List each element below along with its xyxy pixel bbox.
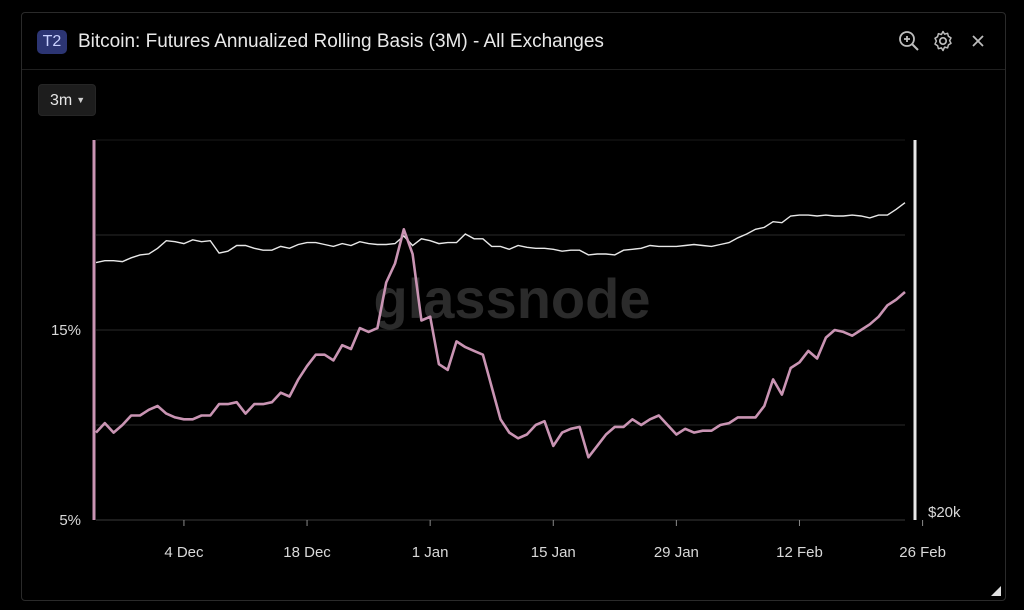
x-tick-label: 18 Dec xyxy=(283,544,331,561)
x-tick-label: 15 Jan xyxy=(531,544,576,561)
time-range-label: 3m xyxy=(50,92,73,109)
gridlines xyxy=(96,139,905,426)
series-line-price xyxy=(95,202,906,264)
time-range-selector[interactable]: 3m ▼ xyxy=(38,84,96,116)
x-tick-label: 1 Jan xyxy=(412,544,449,561)
settings-gear-icon[interactable] xyxy=(931,29,955,53)
y-tick-label: 5% xyxy=(59,512,81,529)
chart-panel: T2 Bitcoin: Futures Annualized Rolling B… xyxy=(21,12,1006,601)
y-axis: 5% 15% $20k xyxy=(51,322,961,529)
close-icon[interactable] xyxy=(966,29,990,53)
y-tick-label: 15% xyxy=(51,322,81,339)
x-tick-label: 12 Feb xyxy=(776,544,823,561)
x-axis: 4 Dec 18 Dec 1 Jan 15 Jan 29 Jan 12 Feb 26 Feb xyxy=(96,519,946,561)
resize-handle-icon[interactable] xyxy=(991,586,1001,596)
x-tick-label: 29 Jan xyxy=(654,544,699,561)
series-line-basis xyxy=(95,228,906,459)
x-tick-label: 26 Feb xyxy=(899,544,946,561)
y-right-tick-label: $20k xyxy=(928,504,961,521)
panel-header: T2 Bitcoin: Futures Annualized Rolling B… xyxy=(22,13,1005,70)
chart-title: Bitcoin: Futures Annualized Rolling Basi… xyxy=(78,31,604,52)
tier-badge: T2 xyxy=(37,30,67,54)
plot-frame xyxy=(92,140,917,520)
x-tick-label: 4 Dec xyxy=(164,544,204,561)
caret-down-icon: ▼ xyxy=(76,95,86,105)
zoom-in-icon[interactable] xyxy=(897,29,921,53)
